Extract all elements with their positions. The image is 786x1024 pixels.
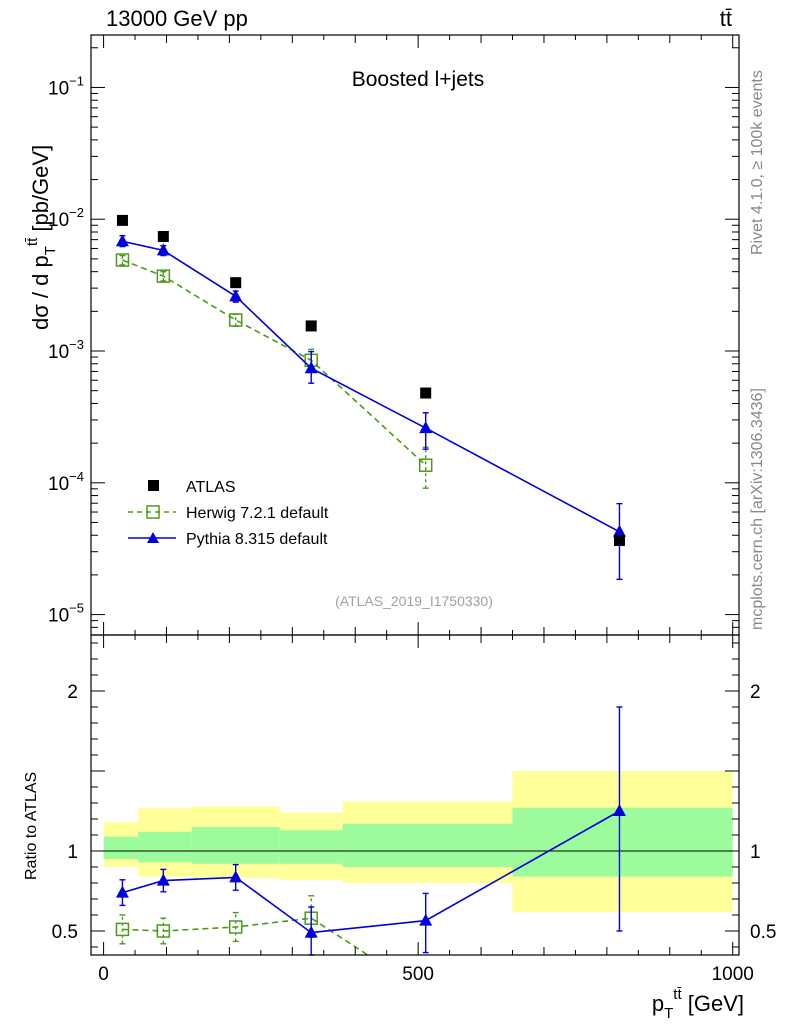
legend-label-herwig: Herwig 7.2.1 default — [186, 505, 329, 522]
main-herwig-line — [122, 259, 427, 466]
main-pythia-point-5 — [612, 524, 626, 537]
x-tick-label-1000: 1000 — [712, 964, 754, 985]
ratio-ytick-label-left-2: 2 — [67, 682, 78, 703]
legend: ATLAS Herwig 7.2.1 default Pythia 8.315 … — [128, 479, 329, 548]
band-inner-0 — [103, 836, 139, 859]
ratio-ytick-label-right-0.5: 0.5 — [750, 922, 776, 943]
main-atlas-point-2 — [230, 277, 242, 289]
band-inner-4 — [342, 823, 513, 867]
x-tick-label-500: 500 — [402, 964, 434, 985]
main-pythia-point-0 — [115, 234, 129, 247]
y-tick-label--3: 10−3 — [48, 337, 84, 363]
x-tick-label-0: 0 — [98, 964, 109, 985]
main-pythia-point-1 — [156, 243, 170, 256]
ratio-herwig-point-2 — [228, 920, 243, 934]
band-inner-3 — [279, 830, 343, 864]
main-pythia-point-4 — [419, 421, 433, 434]
y-axis-label: dσ / d pTtt̄ [pb/GeV] — [24, 145, 59, 330]
process-label: tt̄ — [720, 6, 732, 31]
chart-title: Boosted l+jets — [352, 68, 485, 91]
ratio-panel-series — [115, 706, 626, 956]
ratio-pythia-point-3 — [304, 925, 318, 938]
ratio-pythia-point-4 — [419, 913, 433, 926]
main-pythia-point-2 — [229, 289, 243, 302]
main-atlas-point-1 — [157, 230, 169, 242]
ratio-ytick-label-left-1: 1 — [67, 842, 78, 863]
ratio-frame — [90, 634, 740, 956]
legend-label-atlas: ATLAS — [186, 479, 236, 496]
main-panel-series — [115, 214, 626, 581]
main-pythia-point-3 — [304, 361, 318, 374]
ratio-pythia-point-2 — [229, 870, 243, 883]
ratio-axis-label: Ratio to ATLAS — [23, 772, 40, 880]
band-inner-1 — [138, 831, 192, 863]
main-herwig-point-4 — [418, 458, 433, 472]
main-pythia-line — [122, 240, 620, 533]
ratio-herwig-point-0 — [115, 922, 130, 937]
main-atlas-point-4 — [420, 387, 432, 399]
legend-marker-pythia — [147, 532, 159, 543]
ratio-pythia-point-0 — [115, 885, 129, 898]
ratio-ytick-label-right-2: 2 — [750, 682, 761, 703]
y-tick-label--1: 10−1 — [48, 73, 84, 99]
ratio-uncertainty-bands — [91, 771, 739, 912]
rivet-version-label: Rivet 4.1.0, ≥ 100k events — [749, 70, 766, 255]
main-atlas-point-0 — [116, 214, 128, 226]
mcplots-label: mcplots.cern.ch [arXiv:1306.3436] — [749, 388, 766, 630]
x-axis-label: pTtt̄ [GeV] — [652, 986, 744, 1022]
band-inner-5 — [512, 807, 733, 877]
y-tick-label--5: 10−5 — [48, 601, 84, 627]
ratio-pythia-point-1 — [156, 873, 170, 886]
main-atlas-point-3 — [305, 320, 317, 332]
axes-frame: 0 500 1000 10−5 10−4 10−3 10−2 10−1 0.5 0.5 1 1 2 2 — [48, 34, 776, 985]
y-tick-label--2: 10−2 — [48, 205, 84, 231]
ratio-pythia-line — [122, 810, 620, 934]
ratio-ytick-label-right-1: 1 — [750, 842, 761, 863]
y-tick-label--4: 10−4 — [48, 469, 84, 495]
legend-marker-atlas — [148, 480, 159, 491]
main-atlas-point-5 — [613, 534, 625, 546]
ratio-ytick-label-left-0.5: 0.5 — [52, 922, 78, 943]
legend-marker-herwig — [146, 505, 160, 519]
main-herwig-point-2 — [228, 313, 243, 327]
main-herwig-point-0 — [115, 253, 130, 267]
analysis-tag: (ATLAS_2019_I1750330) — [335, 593, 493, 609]
ratio-herwig-point-1 — [156, 924, 171, 938]
main-herwig-point-1 — [156, 269, 171, 283]
legend-label-pythia: Pythia 8.315 default — [186, 531, 328, 548]
band-inner-2 — [191, 827, 280, 864]
ratio-pythia-point-5 — [612, 804, 626, 816]
energy-label: 13000 GeV pp — [106, 6, 248, 31]
